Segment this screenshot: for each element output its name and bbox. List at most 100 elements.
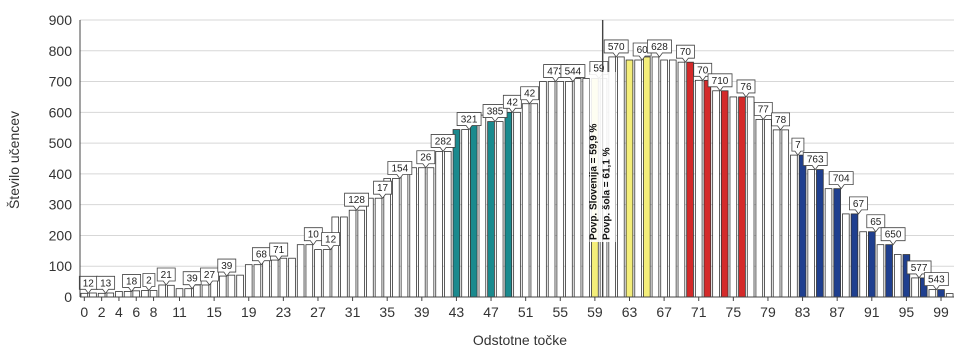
x-tick-label: 47: [483, 304, 499, 320]
svg-text:77: 77: [758, 104, 770, 115]
bar: [149, 290, 158, 298]
x-tick-label: 31: [345, 304, 361, 320]
svg-text:70: 70: [680, 47, 692, 58]
data-label: 704: [828, 171, 854, 190]
bar: [876, 244, 885, 298]
x-axis-title: Odstotne točke: [473, 332, 567, 347]
bar: [573, 78, 582, 298]
data-label: 570: [603, 39, 629, 58]
x-tick-label: 27: [310, 304, 326, 320]
bar: [790, 154, 798, 298]
svg-text:473: 473: [547, 67, 564, 78]
bar: [236, 274, 244, 298]
svg-text:282: 282: [435, 136, 452, 147]
svg-text:71: 71: [273, 245, 285, 256]
bar: [772, 129, 781, 298]
bar: [184, 288, 192, 298]
svg-text:27: 27: [204, 270, 216, 281]
bar: [141, 290, 149, 298]
bar: [175, 288, 184, 298]
y-axis-title: Število učencev: [6, 111, 22, 209]
x-tick-label: 59: [587, 304, 603, 320]
x-tick-label: 71: [691, 304, 707, 320]
bar: [547, 81, 556, 298]
bar: [219, 275, 227, 298]
bar: [893, 254, 902, 298]
bar: [158, 284, 166, 298]
bar: [521, 103, 530, 298]
bar: [513, 111, 521, 298]
bar: [201, 284, 210, 298]
bar: [340, 216, 348, 298]
bar: [443, 151, 452, 298]
bar: [495, 121, 504, 298]
bar: [348, 209, 357, 298]
x-tick-label: 23: [276, 304, 292, 320]
svg-text:710: 710: [712, 76, 729, 87]
annotation-background: [602, 72, 616, 242]
svg-text:42: 42: [524, 89, 536, 100]
bar: [80, 292, 89, 298]
data-label: 543: [923, 272, 949, 291]
data-label: 321: [456, 112, 482, 131]
data-label: 70: [676, 44, 695, 63]
svg-text:67: 67: [853, 199, 865, 210]
bar: [244, 264, 253, 298]
bar: [556, 81, 565, 298]
x-tick-label: 91: [864, 304, 880, 320]
bar: [478, 114, 487, 298]
x-tick-label: 6: [132, 304, 140, 320]
data-label: 282: [430, 134, 456, 153]
svg-text:13: 13: [100, 278, 112, 289]
bar: [305, 244, 314, 298]
bar: [435, 151, 443, 298]
bar: [253, 264, 262, 298]
svg-text:7: 7: [795, 140, 801, 151]
y-tick-label: 0: [64, 289, 72, 305]
y-tick-label: 500: [49, 135, 73, 151]
data-label: 128: [344, 192, 369, 211]
svg-text:704: 704: [833, 174, 850, 185]
svg-text:21: 21: [161, 270, 173, 281]
data-label: 67: [849, 196, 868, 215]
data-label: 710: [707, 73, 733, 92]
y-tick-label: 600: [49, 104, 73, 120]
svg-text:68: 68: [256, 250, 268, 261]
bar: [824, 188, 833, 298]
x-tick-label: 99: [933, 304, 949, 320]
bar: [487, 121, 495, 298]
x-tick-label: 11: [172, 304, 187, 320]
data-label: 10: [303, 227, 323, 246]
svg-text:543: 543: [928, 275, 945, 286]
data-label: 2: [142, 273, 156, 292]
average-annotation: Povp. šola = 61,1 %: [602, 147, 613, 240]
bar: [807, 169, 815, 298]
x-tick-label: 95: [899, 304, 915, 320]
bar: [677, 61, 686, 298]
bar: [625, 59, 634, 298]
bar: [314, 249, 322, 298]
svg-text:154: 154: [392, 164, 409, 175]
y-tick-label: 200: [49, 227, 73, 243]
svg-text:76: 76: [740, 82, 752, 93]
bar: [842, 213, 850, 298]
svg-text:78: 78: [775, 115, 787, 126]
bar: [296, 244, 305, 298]
data-label: 70: [693, 62, 713, 81]
bar: [816, 169, 824, 298]
data-label: 76: [736, 79, 756, 98]
svg-text:763: 763: [807, 155, 824, 166]
bar: [928, 289, 937, 298]
bar: [703, 79, 712, 298]
bar: [651, 56, 660, 298]
data-label: 39: [217, 258, 237, 277]
bar: [193, 284, 201, 298]
x-tick-label: 43: [449, 304, 465, 320]
svg-text:39: 39: [187, 274, 199, 285]
bar: [781, 129, 790, 298]
data-label: 65: [866, 214, 886, 233]
bar: [668, 59, 677, 298]
bar: [859, 231, 867, 298]
